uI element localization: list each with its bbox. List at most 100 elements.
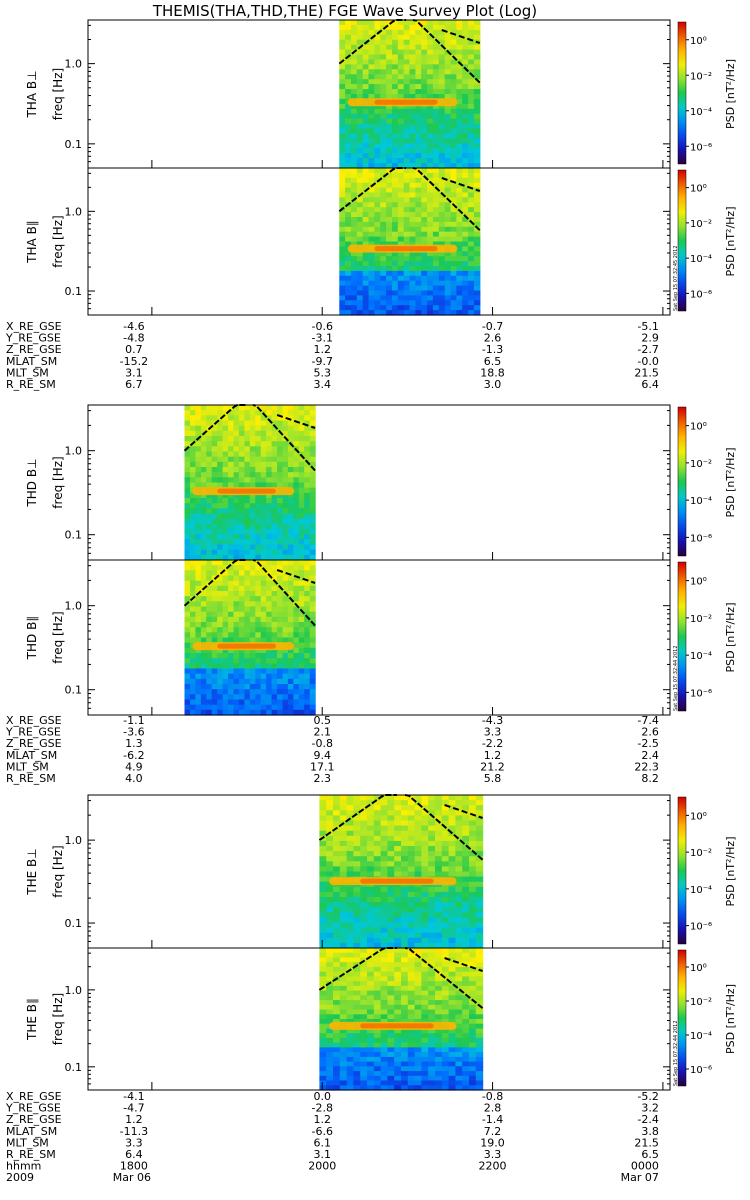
spectrogram-cell [244, 534, 251, 540]
spectrogram-cell [392, 44, 399, 51]
spectrogram-cell [266, 549, 273, 556]
spectrogram-cell [397, 251, 405, 257]
spectrogram-cell [462, 891, 470, 898]
spectrogram-cell [403, 79, 411, 85]
spectrogram-cell [184, 663, 191, 670]
spectrogram-cell [228, 539, 235, 546]
spectrogram-cell [409, 163, 416, 169]
spectrogram-cell [469, 985, 477, 992]
spectrogram-cell [195, 482, 202, 489]
spectrogram-cell [456, 192, 463, 198]
spectrogram-cell [469, 1037, 477, 1044]
spectrogram-cell [475, 891, 484, 898]
spectrogram-cell [462, 305, 469, 311]
spectrogram-cell [456, 108, 463, 115]
spectrogram-cell [277, 616, 283, 623]
spectrogram-cell [228, 560, 235, 566]
spectrogram-cell [368, 197, 375, 203]
spectrogram-cell [200, 539, 207, 546]
spectrogram-cell [222, 451, 229, 458]
spectrogram-cell [255, 580, 262, 587]
spectrogram-cell [435, 1080, 443, 1086]
spectrogram-cell [427, 69, 434, 75]
spectrogram-cell [339, 44, 346, 51]
spectrogram-cell [200, 637, 207, 644]
spectrogram-cell [414, 810, 422, 816]
spectrogram-cell [345, 49, 352, 56]
spectrogram-cell [304, 539, 311, 546]
spectrogram-cell [462, 985, 470, 992]
y-tick-label: 1.0 [65, 984, 83, 997]
spectrogram-cell [228, 678, 235, 685]
spectrogram-cell [380, 89, 387, 95]
spectrogram-cell [238, 441, 245, 447]
spectrogram-cell [380, 108, 387, 115]
spectrogram-cell [380, 24, 387, 31]
spectrogram-cell [184, 606, 191, 613]
spectrogram-cell [450, 153, 457, 159]
spectrogram-cell [287, 539, 294, 546]
spectrogram-cell [244, 410, 251, 416]
spectrogram-cell [444, 187, 452, 194]
spectrogram-cell [397, 118, 405, 125]
spectrogram-cell [351, 251, 358, 257]
spectrogram-cell [368, 128, 375, 134]
spectrogram-cell [403, 285, 411, 292]
spectrogram-cell [362, 118, 370, 125]
spectrogram-cell [435, 942, 443, 949]
spectrogram-cell [450, 261, 457, 267]
spectrogram-cell [448, 856, 456, 862]
spectrogram-cell [368, 295, 375, 301]
spectrogram-cell [255, 585, 262, 592]
spectrogram-cell [351, 158, 358, 164]
spectrogram-cell [356, 197, 364, 203]
spectrogram-cell [271, 601, 278, 608]
spectrogram-cell [441, 815, 450, 822]
spectrogram-cell [200, 441, 207, 447]
spectrogram-cell [206, 673, 213, 680]
spectrogram-cell [380, 1042, 388, 1048]
spectrogram-cell [455, 942, 463, 949]
spectrogram-cell [233, 647, 240, 654]
spectrogram-cell [409, 118, 416, 125]
spectrogram-cell [190, 492, 196, 499]
spectrogram-cell [401, 902, 409, 908]
spectrogram-cell [394, 1033, 402, 1039]
spectrogram-cell [468, 39, 475, 46]
spectrogram-cell [304, 616, 311, 623]
spectrogram-cell [217, 467, 224, 473]
panel-ylabel: THD B⊥ [25, 458, 39, 507]
spectrogram-cell [427, 103, 434, 110]
spectrogram-cell [401, 1052, 409, 1058]
spectrogram-cell [473, 94, 481, 100]
spectrogram-cell [228, 513, 235, 520]
spectrogram-cell [407, 891, 416, 898]
spectrogram-cell [345, 39, 352, 46]
ephemeris-value: 6.5 [484, 355, 502, 368]
spectrogram-cell [438, 295, 446, 301]
spectrogram-cell [409, 113, 416, 120]
spectrogram-cell [304, 518, 311, 525]
spectrogram-cell [339, 1075, 348, 1082]
spectrogram-cell [345, 59, 352, 65]
spectrogram-cell [184, 539, 191, 546]
spectrogram-cell [293, 498, 300, 504]
spectrogram-cell [326, 1028, 334, 1034]
spectrogram-cell [319, 1047, 327, 1053]
spectrogram-cell [304, 472, 311, 478]
spectrogram-cell [441, 1080, 450, 1086]
spectrogram-cell [190, 544, 196, 551]
spectrogram-cell [244, 560, 251, 566]
spectrogram-cell [298, 523, 305, 530]
spectrogram-cell [271, 606, 278, 613]
panel-ylabel: THE B⊥ [25, 848, 39, 895]
spectrogram-cell [255, 456, 262, 463]
spectrogram-cell [394, 927, 402, 934]
spectrogram-cell [475, 1085, 484, 1091]
spectrogram-cell [448, 995, 456, 1001]
spectrogram-cell [380, 285, 387, 292]
spectrogram-cell [277, 492, 283, 499]
spectrogram-cell [432, 39, 440, 46]
spectrogram-cell [415, 290, 422, 296]
spectrogram-cell [255, 565, 262, 571]
